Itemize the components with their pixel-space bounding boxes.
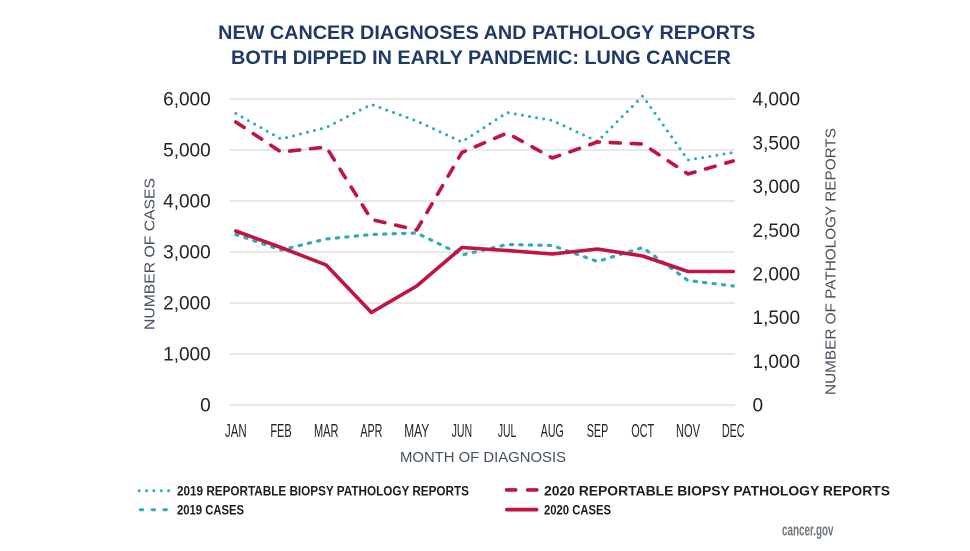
- svg-text:NOV: NOV: [676, 420, 700, 441]
- svg-text:JAN: JAN: [225, 420, 247, 441]
- svg-text:JUL: JUL: [498, 420, 517, 441]
- svg-text:4,000: 4,000: [753, 90, 801, 111]
- svg-text:2020 REPORTABLE BIOPSY PATHOLO: 2020 REPORTABLE BIOPSY PATHOLOGY REPORTS: [544, 483, 890, 498]
- svg-text:6,000: 6,000: [163, 90, 211, 111]
- svg-text:NUMBER OF PATHOLOGY REPORTS: NUMBER OF PATHOLOGY REPORTS: [822, 128, 839, 395]
- svg-text:2,000: 2,000: [753, 265, 801, 286]
- svg-text:0: 0: [200, 396, 211, 417]
- svg-text:2,000: 2,000: [163, 294, 211, 315]
- svg-text:3,000: 3,000: [163, 243, 211, 264]
- svg-text:3,500: 3,500: [753, 133, 801, 154]
- svg-text:BOTH DIPPED IN EARLY PANDEMIC:: BOTH DIPPED IN EARLY PANDEMIC: LUNG CANC…: [231, 48, 731, 69]
- svg-text:3,000: 3,000: [753, 177, 801, 198]
- svg-text:2019 CASES: 2019 CASES: [177, 503, 244, 518]
- svg-text:AUG: AUG: [541, 420, 564, 441]
- svg-text:MAY: MAY: [404, 420, 429, 441]
- svg-text:APR: APR: [360, 420, 382, 441]
- svg-text:2019 REPORTABLE BIOPSY PATHOLO: 2019 REPORTABLE BIOPSY PATHOLOGY REPORTS: [177, 484, 469, 499]
- svg-text:FEB: FEB: [270, 420, 291, 441]
- svg-text:1,000: 1,000: [753, 352, 801, 373]
- svg-text:0: 0: [753, 396, 764, 417]
- svg-text:SEP: SEP: [587, 420, 609, 441]
- svg-text:NUMBER OF CASES: NUMBER OF CASES: [141, 178, 158, 330]
- svg-text:MAR: MAR: [314, 420, 339, 441]
- svg-text:JUN: JUN: [452, 420, 473, 441]
- svg-text:1,000: 1,000: [163, 345, 211, 366]
- svg-text:cancer.gov: cancer.gov: [782, 522, 834, 540]
- svg-text:1,500: 1,500: [753, 308, 801, 329]
- svg-text:DEC: DEC: [722, 420, 745, 441]
- svg-text:4,000: 4,000: [163, 192, 211, 213]
- svg-text:OCT: OCT: [631, 420, 654, 441]
- svg-text:2020 CASES: 2020 CASES: [544, 503, 611, 518]
- svg-text:MONTH OF DIAGNOSIS: MONTH OF DIAGNOSIS: [400, 449, 566, 466]
- svg-text:2,500: 2,500: [753, 221, 801, 242]
- svg-text:NEW CANCER DIAGNOSES AND PATHO: NEW CANCER DIAGNOSES AND PATHOLOGY REPOR…: [218, 23, 755, 44]
- svg-text:5,000: 5,000: [163, 141, 211, 162]
